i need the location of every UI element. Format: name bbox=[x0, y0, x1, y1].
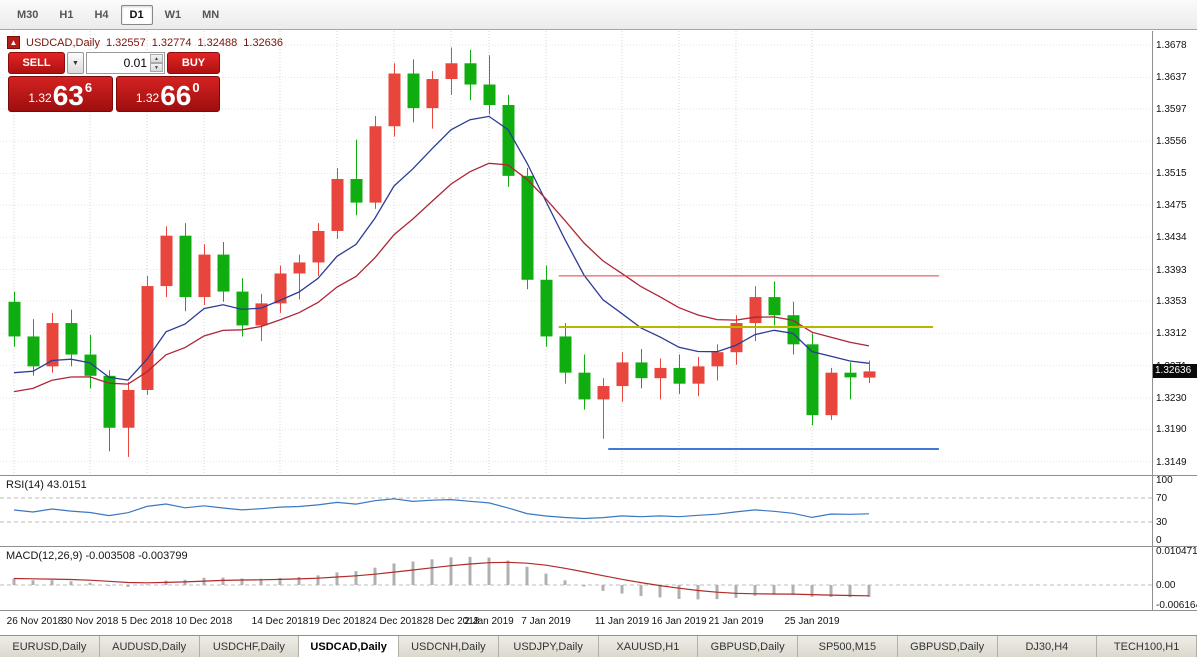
sell-button[interactable]: SELL bbox=[8, 52, 65, 74]
tab-11-tech100-h1[interactable]: TECH100,H1 bbox=[1097, 636, 1197, 657]
chart-title: USDCAD,Daily bbox=[26, 36, 100, 49]
tab-1-audusd-daily[interactable]: AUDUSD,Daily bbox=[99, 636, 200, 657]
ohlc-low: 1.32488 bbox=[197, 36, 238, 49]
ma-fast-line bbox=[13, 115, 870, 381]
price-tick-label: 1.3149 bbox=[1156, 456, 1187, 468]
macd-signal-line bbox=[13, 561, 870, 597]
date-label: 14 Dec 2018 bbox=[251, 616, 309, 627]
main-chart[interactable]: ▲ USDCAD,Daily 1.32557 1.32774 1.32488 1… bbox=[0, 31, 1152, 475]
macd-label: MACD(12,26,9) -0.003508 -0.003799 bbox=[6, 550, 188, 562]
macd-tick-label: -0.006164 bbox=[1156, 600, 1197, 611]
tab-2-usdchf-daily[interactable]: USDCHF,Daily bbox=[199, 636, 300, 657]
date-label: 10 Dec 2018 bbox=[175, 616, 233, 627]
tab-0-eurusd-daily[interactable]: EURUSD,Daily bbox=[0, 636, 100, 657]
timeframe-button-h4[interactable]: H4 bbox=[94, 8, 109, 21]
timeframe-button-mn[interactable]: MN bbox=[202, 8, 220, 21]
price-tick-label: 1.3515 bbox=[1156, 168, 1187, 180]
macd-tick-label: 0.010471 bbox=[1156, 546, 1197, 557]
lot-size-field: ▲ ▼ bbox=[86, 52, 165, 74]
rsi-tick-label: 70 bbox=[1156, 493, 1168, 504]
candlestick-chart[interactable] bbox=[0, 31, 1152, 475]
ask-price-sup: 0 bbox=[192, 80, 200, 95]
buy-button[interactable]: BUY bbox=[167, 52, 220, 74]
price-tick-label: 1.3637 bbox=[1156, 72, 1187, 84]
ask-price-button[interactable]: 1.32 66 0 bbox=[115, 76, 220, 112]
timeframe-toolbar: M30 H1 H4 D1 W1 MN bbox=[0, 0, 1197, 30]
rsi-tick-label: 0 bbox=[1156, 535, 1162, 546]
date-label: 26 Nov 2018 bbox=[6, 616, 64, 627]
tab-4-usdcnh-daily[interactable]: USDCNH,Daily bbox=[399, 636, 499, 657]
lot-increment-button[interactable]: ▲ bbox=[150, 54, 163, 63]
macd-chart bbox=[0, 556, 1152, 600]
lot-size-input[interactable] bbox=[87, 53, 164, 73]
rsi-label: RSI(14) 43.0151 bbox=[6, 479, 87, 491]
one-click-trade-panel: SELL ▼ ▲ ▼ BUY 1.32 63 6 1.32 66 0 bbox=[8, 52, 220, 112]
timeframe-button-w1[interactable]: W1 bbox=[164, 8, 182, 21]
ask-price-big: 66 bbox=[160, 80, 192, 112]
tab-9-gbpusd-daily[interactable]: GBPUSD,Daily bbox=[897, 636, 998, 657]
macd-panel[interactable]: MACD(12,26,9) -0.003508 -0.003799 bbox=[0, 547, 1152, 610]
date-label: 11 Jan 2019 bbox=[594, 616, 650, 627]
ohlc-high: 1.32774 bbox=[151, 36, 192, 49]
rsi-chart bbox=[0, 497, 1152, 523]
date-axis: 26 Nov 2018 30 Nov 2018 5 Dec 2018 10 Dec 2… bbox=[0, 611, 1197, 635]
date-label: 2 Jan 2019 bbox=[464, 616, 514, 627]
tab-8-sp500-m15[interactable]: SP500,M15 bbox=[798, 636, 898, 657]
price-tick-label: 1.3556 bbox=[1156, 136, 1187, 148]
separator bbox=[0, 635, 1197, 636]
bid-price-sup: 6 bbox=[84, 80, 93, 95]
date-label: 24 Dec 2018 bbox=[365, 616, 423, 627]
rsi-panel[interactable]: RSI(14) 43.0151 bbox=[0, 476, 1152, 546]
ma-slow-line bbox=[13, 162, 870, 393]
bid-price-big: 63 bbox=[52, 80, 84, 112]
order-options-dropdown[interactable]: ▼ bbox=[67, 52, 84, 74]
tab-6-xauusd-h1[interactable]: XAUUSD,H1 bbox=[598, 636, 699, 657]
current-price-badge: 1.32636 bbox=[1153, 364, 1197, 379]
chart-tabs-bar: EURUSD,Daily AUDUSD,Daily USDCHF,Daily USDC… bbox=[0, 636, 1197, 657]
lot-decrement-button[interactable]: ▼ bbox=[150, 63, 163, 72]
panel-splitter[interactable] bbox=[0, 475, 1197, 476]
timeframe-button-h1[interactable]: H1 bbox=[59, 8, 74, 21]
panel-splitter[interactable] bbox=[0, 546, 1197, 547]
date-label: 30 Nov 2018 bbox=[61, 616, 119, 627]
ohlc-open: 1.32557 bbox=[105, 36, 146, 49]
rsi-line bbox=[13, 498, 870, 520]
tab-5-usdjpy-daily[interactable]: USDJPY,Daily bbox=[498, 636, 599, 657]
grid-layer bbox=[0, 31, 1152, 475]
separator bbox=[0, 610, 1197, 611]
tab-7-gbpusd-daily[interactable]: GBPUSD,Daily bbox=[698, 636, 798, 657]
price-scale-separator bbox=[1152, 31, 1153, 610]
bid-price-prefix: 1.32 bbox=[28, 91, 52, 105]
timeframe-button-m30[interactable]: M30 bbox=[17, 8, 39, 21]
price-tick-label: 1.3678 bbox=[1156, 40, 1187, 52]
price-tick-label: 1.3475 bbox=[1156, 199, 1187, 211]
tab-10-dj30-h4[interactable]: DJ30,H4 bbox=[997, 636, 1098, 657]
chart-icon: ▲ bbox=[7, 36, 20, 49]
date-label: 5 Dec 2018 bbox=[121, 616, 173, 627]
bid-price-button[interactable]: 1.32 63 6 bbox=[8, 76, 113, 112]
date-label: 28 Dec 2018 bbox=[422, 616, 480, 627]
chart-header: ▲ USDCAD,Daily 1.32557 1.32774 1.32488 1… bbox=[7, 36, 283, 49]
price-tick-label: 1.3393 bbox=[1156, 264, 1187, 276]
date-label: 16 Jan 2019 bbox=[651, 616, 707, 627]
candles-layer bbox=[8, 47, 876, 457]
price-tick-label: 1.3353 bbox=[1156, 296, 1187, 308]
ohlc-close: 1.32636 bbox=[243, 36, 284, 49]
price-tick-label: 1.3597 bbox=[1156, 103, 1187, 115]
timeframe-button-d1[interactable]: D1 bbox=[120, 4, 153, 25]
ask-price-prefix: 1.32 bbox=[135, 91, 160, 105]
price-scale[interactable]: 1.32636 1.3678 1.3637 1.3597 1.3556 1.3515 1.… bbox=[1153, 31, 1197, 611]
date-label: 19 Dec 2018 bbox=[308, 616, 366, 627]
price-tick-label: 1.3230 bbox=[1156, 392, 1187, 404]
price-tick-label: 1.3312 bbox=[1156, 328, 1187, 340]
rsi-tick-label: 100 bbox=[1156, 475, 1173, 486]
price-tick-label: 1.3434 bbox=[1156, 232, 1187, 244]
tab-3-usdcad-daily[interactable]: USDCAD,Daily bbox=[299, 636, 399, 657]
rsi-tick-label: 30 bbox=[1156, 517, 1168, 528]
date-label: 21 Jan 2019 bbox=[708, 616, 764, 627]
macd-tick-label: 0.00 bbox=[1156, 579, 1176, 591]
date-label: 25 Jan 2019 bbox=[784, 616, 840, 627]
date-label: 7 Jan 2019 bbox=[521, 616, 571, 627]
price-tick-label: 1.3190 bbox=[1156, 424, 1187, 436]
